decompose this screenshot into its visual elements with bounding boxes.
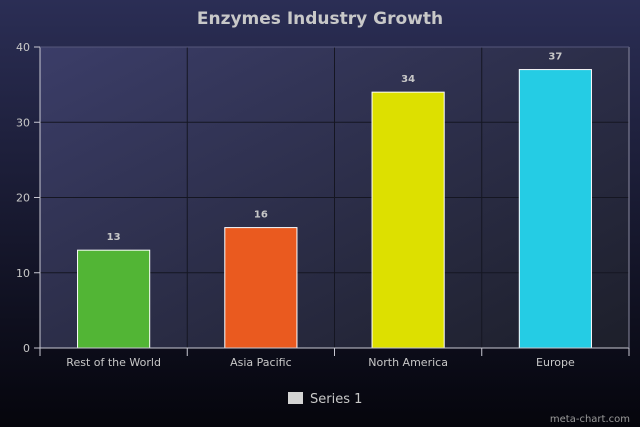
axes: 0 10 20 30 40 Rest of the World Asia Pacific No… xyxy=(16,41,630,369)
x-tick-label: Europe xyxy=(536,356,575,369)
data-label: 34 xyxy=(401,74,415,85)
bar[interactable] xyxy=(77,249,151,349)
y-tick-label: 40 xyxy=(16,41,30,54)
bar[interactable] xyxy=(371,91,445,349)
chart-title: Enzymes Industry Growth xyxy=(197,9,443,29)
legend-label: Series 1 xyxy=(310,392,362,407)
legend[interactable]: Series 1 xyxy=(288,392,362,407)
data-label: 16 xyxy=(254,210,268,221)
data-label: 13 xyxy=(107,232,121,243)
y-tick-label: 0 xyxy=(23,342,30,355)
legend-swatch xyxy=(288,392,303,404)
data-label: 37 xyxy=(548,52,562,63)
bars xyxy=(77,69,592,349)
watermark: meta-chart.com xyxy=(550,414,630,425)
bar[interactable] xyxy=(224,227,298,349)
y-tick-label: 10 xyxy=(16,267,30,280)
x-tick-label: Rest of the World xyxy=(66,356,161,369)
y-tick-label: 20 xyxy=(16,192,30,205)
x-tick-label: North America xyxy=(368,356,448,369)
bar[interactable] xyxy=(518,69,592,349)
x-tick-label: Asia Pacific xyxy=(230,356,292,369)
y-tick-label: 30 xyxy=(16,116,30,129)
data-labels: 13 16 34 37 xyxy=(107,52,563,244)
